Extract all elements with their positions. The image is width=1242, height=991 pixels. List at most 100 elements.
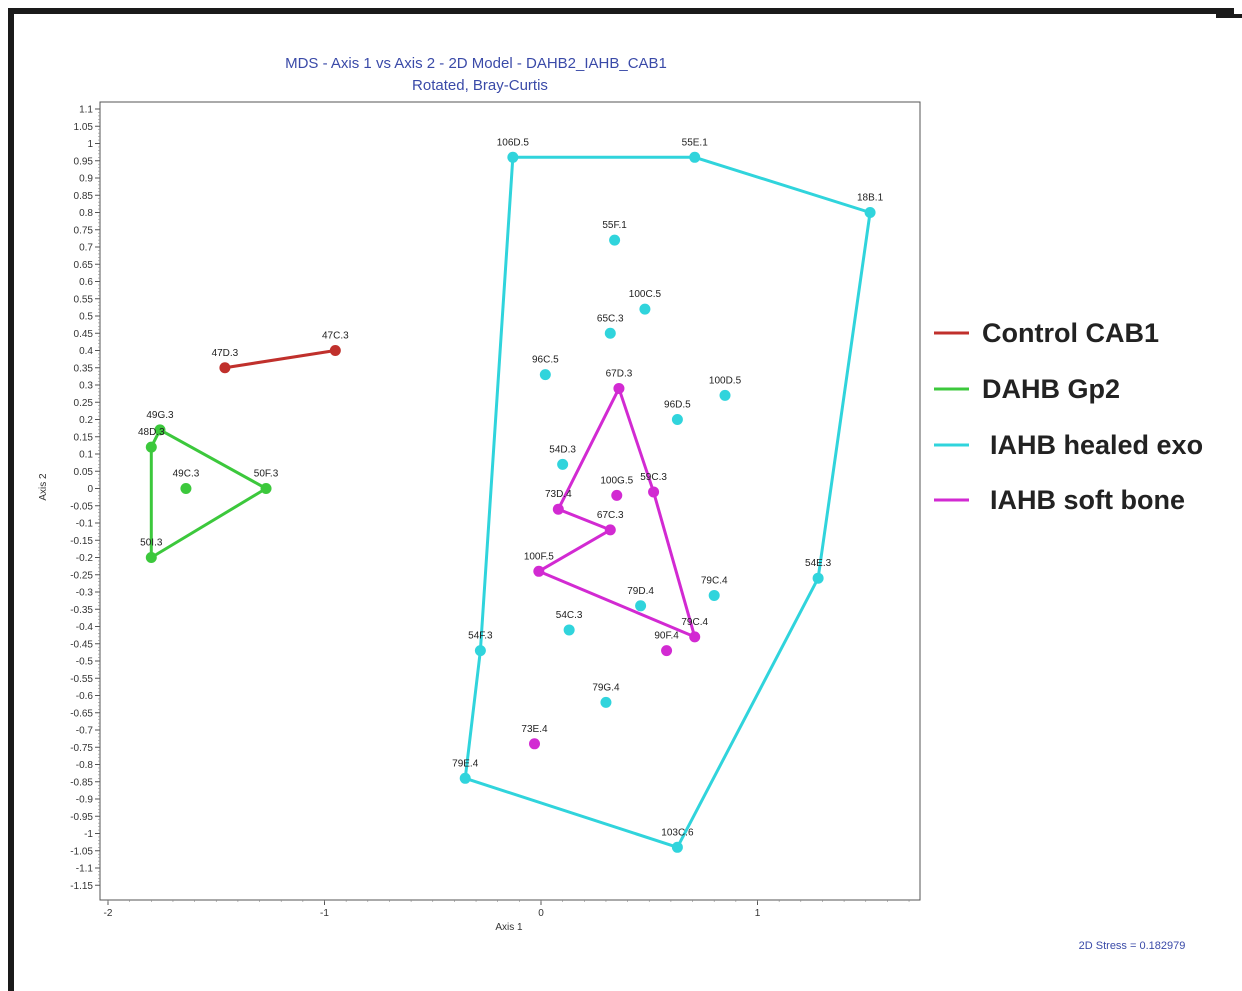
point-control-cab1 <box>329 345 341 356</box>
y-tick-label: -0.9 <box>76 795 94 806</box>
point-iahb-healed-exo <box>639 303 651 315</box>
y-axis-label: Axis 2 <box>38 473 49 501</box>
point-label: 49G.3 <box>146 410 174 421</box>
image-border-left <box>8 8 14 991</box>
point-label: 100C.5 <box>629 289 662 300</box>
plot-area <box>99 101 921 901</box>
hull-control-cab1 <box>224 349 336 370</box>
point-label: 54C.3 <box>556 610 583 621</box>
y-tick-label: -0.4 <box>76 622 94 633</box>
y-tick-label: 0.55 <box>74 294 94 305</box>
point-label: 47D.3 <box>212 348 239 359</box>
point-label: 50F.3 <box>254 469 279 480</box>
x-tick-label: -2 <box>104 908 113 919</box>
y-tick-label: -0.05 <box>70 501 93 512</box>
point-label: 55E.1 <box>682 137 709 148</box>
y-tick-label: 1.1 <box>79 105 93 116</box>
point-label: 67D.3 <box>606 368 633 379</box>
x-axis-label: Axis 1 <box>495 922 523 933</box>
point-label: 18B.1 <box>857 193 884 204</box>
y-tick-label: -0.7 <box>76 726 94 737</box>
hull-iahb-healed-exo <box>463 155 872 849</box>
point-label: 65C.3 <box>597 313 624 324</box>
point-label: 79D.4 <box>627 586 654 597</box>
y-tick-label: -0.45 <box>70 639 93 650</box>
y-tick-label: 0.5 <box>79 312 93 323</box>
y-tick-label: 0.1 <box>79 450 93 461</box>
y-tick-label: 0.4 <box>79 346 93 357</box>
point-label: 79E.4 <box>452 758 479 769</box>
y-tick-label: -0.1 <box>76 519 94 530</box>
y-tick-label: 0.65 <box>74 260 94 271</box>
point-label: 54F.3 <box>468 631 493 642</box>
y-tick-label: -0.85 <box>70 777 93 788</box>
point-iahb-healed-exo <box>459 772 471 784</box>
y-tick-label: 0.15 <box>74 432 94 443</box>
point-label: 79C.4 <box>681 617 708 628</box>
y-tick-label: 1.05 <box>74 122 94 133</box>
point-iahb-healed-exo <box>671 841 683 853</box>
y-tick-label: 0.7 <box>79 243 93 254</box>
point-iahb-healed-exo <box>812 572 824 584</box>
point-label: 49C.3 <box>173 469 200 480</box>
x-tick-label: 1 <box>755 908 761 919</box>
y-tick-label: -0.15 <box>70 536 93 547</box>
point-label: 50I.3 <box>140 538 163 549</box>
y-tick-label: 0.8 <box>79 208 93 219</box>
point-control-cab1 <box>219 362 231 374</box>
y-tick-label: 0.9 <box>79 174 93 185</box>
point-label: 73E.4 <box>521 724 548 735</box>
point-label: 90F.4 <box>654 631 679 642</box>
point-label: 100D.5 <box>709 375 742 386</box>
point-label: 100G.5 <box>600 475 633 486</box>
series-points <box>145 151 876 853</box>
point-iahb-healed-exo <box>671 414 683 425</box>
point-iahb-soft-bone <box>613 382 625 394</box>
y-tick-label: 0.75 <box>74 225 94 236</box>
y-tick-label: -0.55 <box>70 674 93 685</box>
series-hulls <box>149 155 872 849</box>
point-label: 73D.4 <box>545 489 572 500</box>
y-tick-label: -0.3 <box>76 588 94 599</box>
y-tick-label: -0.95 <box>70 812 93 823</box>
point-iahb-soft-bone <box>604 524 616 536</box>
y-tick-label: -0.2 <box>76 553 94 564</box>
point-label: 48D.3 <box>138 427 165 438</box>
legend: Control CAB1 DAHB Gp2 IAHB healed exo IAHB … <box>934 318 1203 515</box>
point-labels: 47D.3 47C.3 49G.3 48D.3 49C.3 50F.3 50I.3 106D.… <box>138 137 884 838</box>
point-label: 54D.3 <box>549 444 576 455</box>
point-label: 79C.4 <box>701 575 728 586</box>
point-dahb-gp2 <box>180 483 192 494</box>
y-tick-label: -0.25 <box>70 570 93 581</box>
y-tick-label: -0.35 <box>70 605 93 616</box>
y-tick-label: 0.05 <box>74 467 94 478</box>
point-dahb-gp2 <box>145 552 157 563</box>
point-iahb-healed-exo <box>507 151 519 163</box>
x-tick-label: 0 <box>538 908 544 919</box>
y-tick-label: 0.35 <box>74 363 94 374</box>
point-iahb-soft-bone <box>648 486 660 498</box>
point-label: 96C.5 <box>532 355 559 366</box>
point-iahb-healed-exo <box>689 151 701 163</box>
point-iahb-healed-exo <box>635 600 647 612</box>
point-label: 54E.3 <box>805 558 832 569</box>
point-label: 55F.1 <box>602 220 627 231</box>
stress-value: 2D Stress = 0.182979 <box>1079 940 1186 952</box>
point-iahb-healed-exo <box>539 369 551 381</box>
point-label: 47C.3 <box>322 331 349 342</box>
hull-dahb-gp2 <box>149 428 268 559</box>
point-iahb-healed-exo <box>474 645 486 657</box>
point-iahb-soft-bone <box>611 489 623 501</box>
point-iahb-healed-exo <box>604 327 616 339</box>
point-iahb-soft-bone <box>529 738 541 750</box>
point-iahb-healed-exo <box>563 624 575 636</box>
point-iahb-healed-exo <box>708 589 720 601</box>
legend-label-control-cab1: Control CAB1 <box>982 318 1159 348</box>
point-label: 96D.5 <box>664 400 691 411</box>
y-tick-label: 0.6 <box>79 277 93 288</box>
y-tick-label: 0 <box>87 484 93 495</box>
y-tick-label: -1.05 <box>70 846 93 857</box>
point-label: 103C.6 <box>661 827 694 838</box>
y-tick-label: 0.45 <box>74 329 94 340</box>
